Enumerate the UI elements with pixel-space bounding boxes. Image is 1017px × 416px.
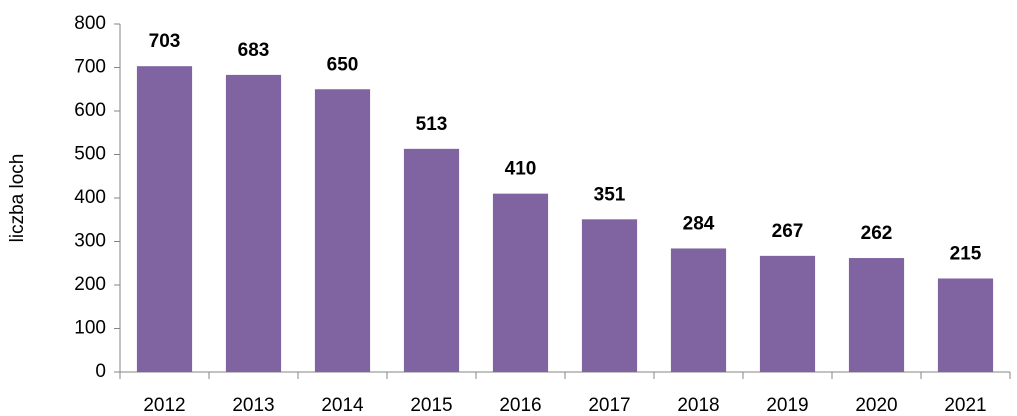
- data-label: 284: [683, 213, 715, 234]
- x-tick-label: 2014: [321, 395, 364, 416]
- data-label: 215: [950, 243, 982, 264]
- bar: [670, 248, 727, 372]
- y-tick-label: 800: [74, 13, 106, 34]
- x-tick-label: 2021: [944, 395, 986, 416]
- bar: [136, 66, 193, 372]
- data-label: 683: [238, 40, 270, 61]
- x-tick-label: 2020: [855, 395, 897, 416]
- bar: [848, 258, 905, 372]
- bar: [314, 89, 371, 372]
- x-tick-label: 2019: [766, 395, 808, 416]
- data-label: 262: [861, 223, 893, 244]
- y-tick-label: 100: [74, 318, 106, 339]
- bar: [581, 219, 638, 372]
- y-tick-label: 200: [74, 274, 106, 295]
- bar: [759, 255, 816, 372]
- data-label: 513: [416, 114, 448, 135]
- y-tick-label: 500: [74, 144, 106, 165]
- y-axis-label: liczba loch: [7, 154, 28, 243]
- y-tick-label: 300: [74, 231, 106, 252]
- x-tick-label: 2017: [588, 395, 630, 416]
- x-tick-label: 2012: [143, 395, 185, 416]
- bar: [225, 74, 282, 373]
- bar: [403, 148, 460, 372]
- x-tick-label: 2013: [232, 395, 274, 416]
- y-tick-label: 600: [74, 100, 106, 121]
- bar: [492, 193, 549, 372]
- y-tick-label: 700: [74, 57, 106, 78]
- data-label: 703: [149, 31, 181, 52]
- y-tick-label: 0: [95, 361, 106, 382]
- x-tick-label: 2016: [499, 395, 541, 416]
- bar: [937, 278, 994, 372]
- data-label: 351: [594, 184, 626, 205]
- data-label: 410: [505, 159, 537, 180]
- x-tick-label: 2015: [410, 395, 452, 416]
- y-tick-label: 400: [74, 187, 106, 208]
- x-tick-label: 2018: [677, 395, 719, 416]
- data-label: 650: [327, 54, 359, 75]
- data-label: 267: [772, 221, 804, 242]
